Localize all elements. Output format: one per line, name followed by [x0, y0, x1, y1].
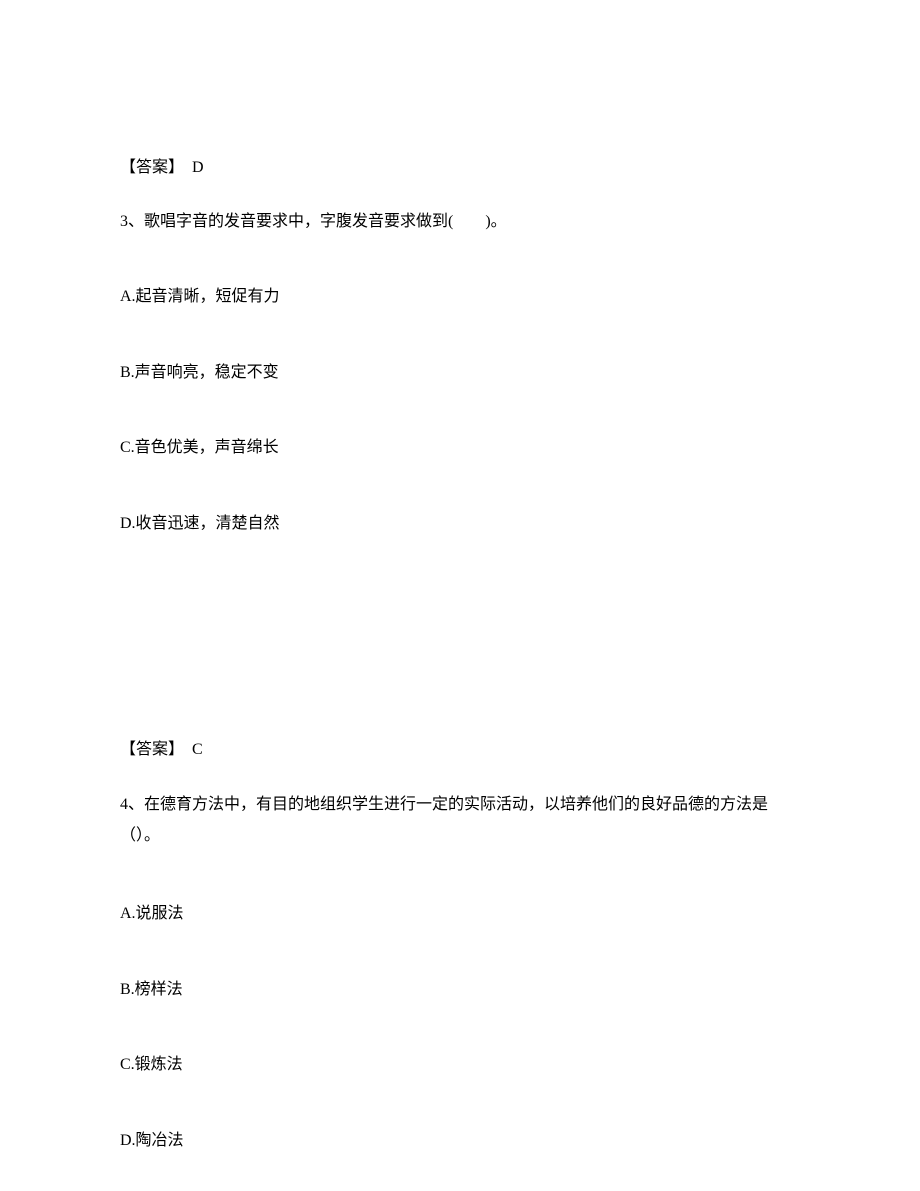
question-3-option-b: B.声音响亮，稳定不变 [120, 360, 800, 386]
answer-3-value: C [192, 741, 203, 758]
question-4-option-c: C.锻炼法 [120, 1052, 800, 1078]
question-4-number: 4、 [120, 796, 144, 813]
question-3-number: 3、 [120, 213, 144, 230]
answer-2: 【答案】 D [120, 155, 800, 181]
question-3-option-a: A.起音清晰，短促有力 [120, 284, 800, 310]
question-4-option-d: D.陶冶法 [120, 1128, 800, 1154]
question-4-body: 在德育方法中，有目的地组织学生进行一定的实际活动，以培养他们的良好品德的方法是（… [120, 796, 768, 843]
answer-2-value: D [192, 159, 204, 176]
question-3-option-c: C.音色优美，声音绵长 [120, 435, 800, 461]
question-3-option-d: D.收音迅速，清楚自然 [120, 511, 800, 537]
question-4-option-a: A.说服法 [120, 901, 800, 927]
answer-3: 【答案】 C [120, 737, 800, 763]
question-3-body: 歌唱字音的发音要求中，字腹发音要求做到( )。 [144, 213, 507, 230]
question-4-option-b: B.榜样法 [120, 977, 800, 1003]
answer-3-label: 【答案】 [120, 741, 184, 758]
question-4-text: 4、在德育方法中，有目的地组织学生进行一定的实际活动，以培养他们的良好品德的方法… [120, 790, 800, 851]
answer-2-label: 【答案】 [120, 159, 184, 176]
question-3-text: 3、歌唱字音的发音要求中，字腹发音要求做到( )。 [120, 209, 800, 235]
